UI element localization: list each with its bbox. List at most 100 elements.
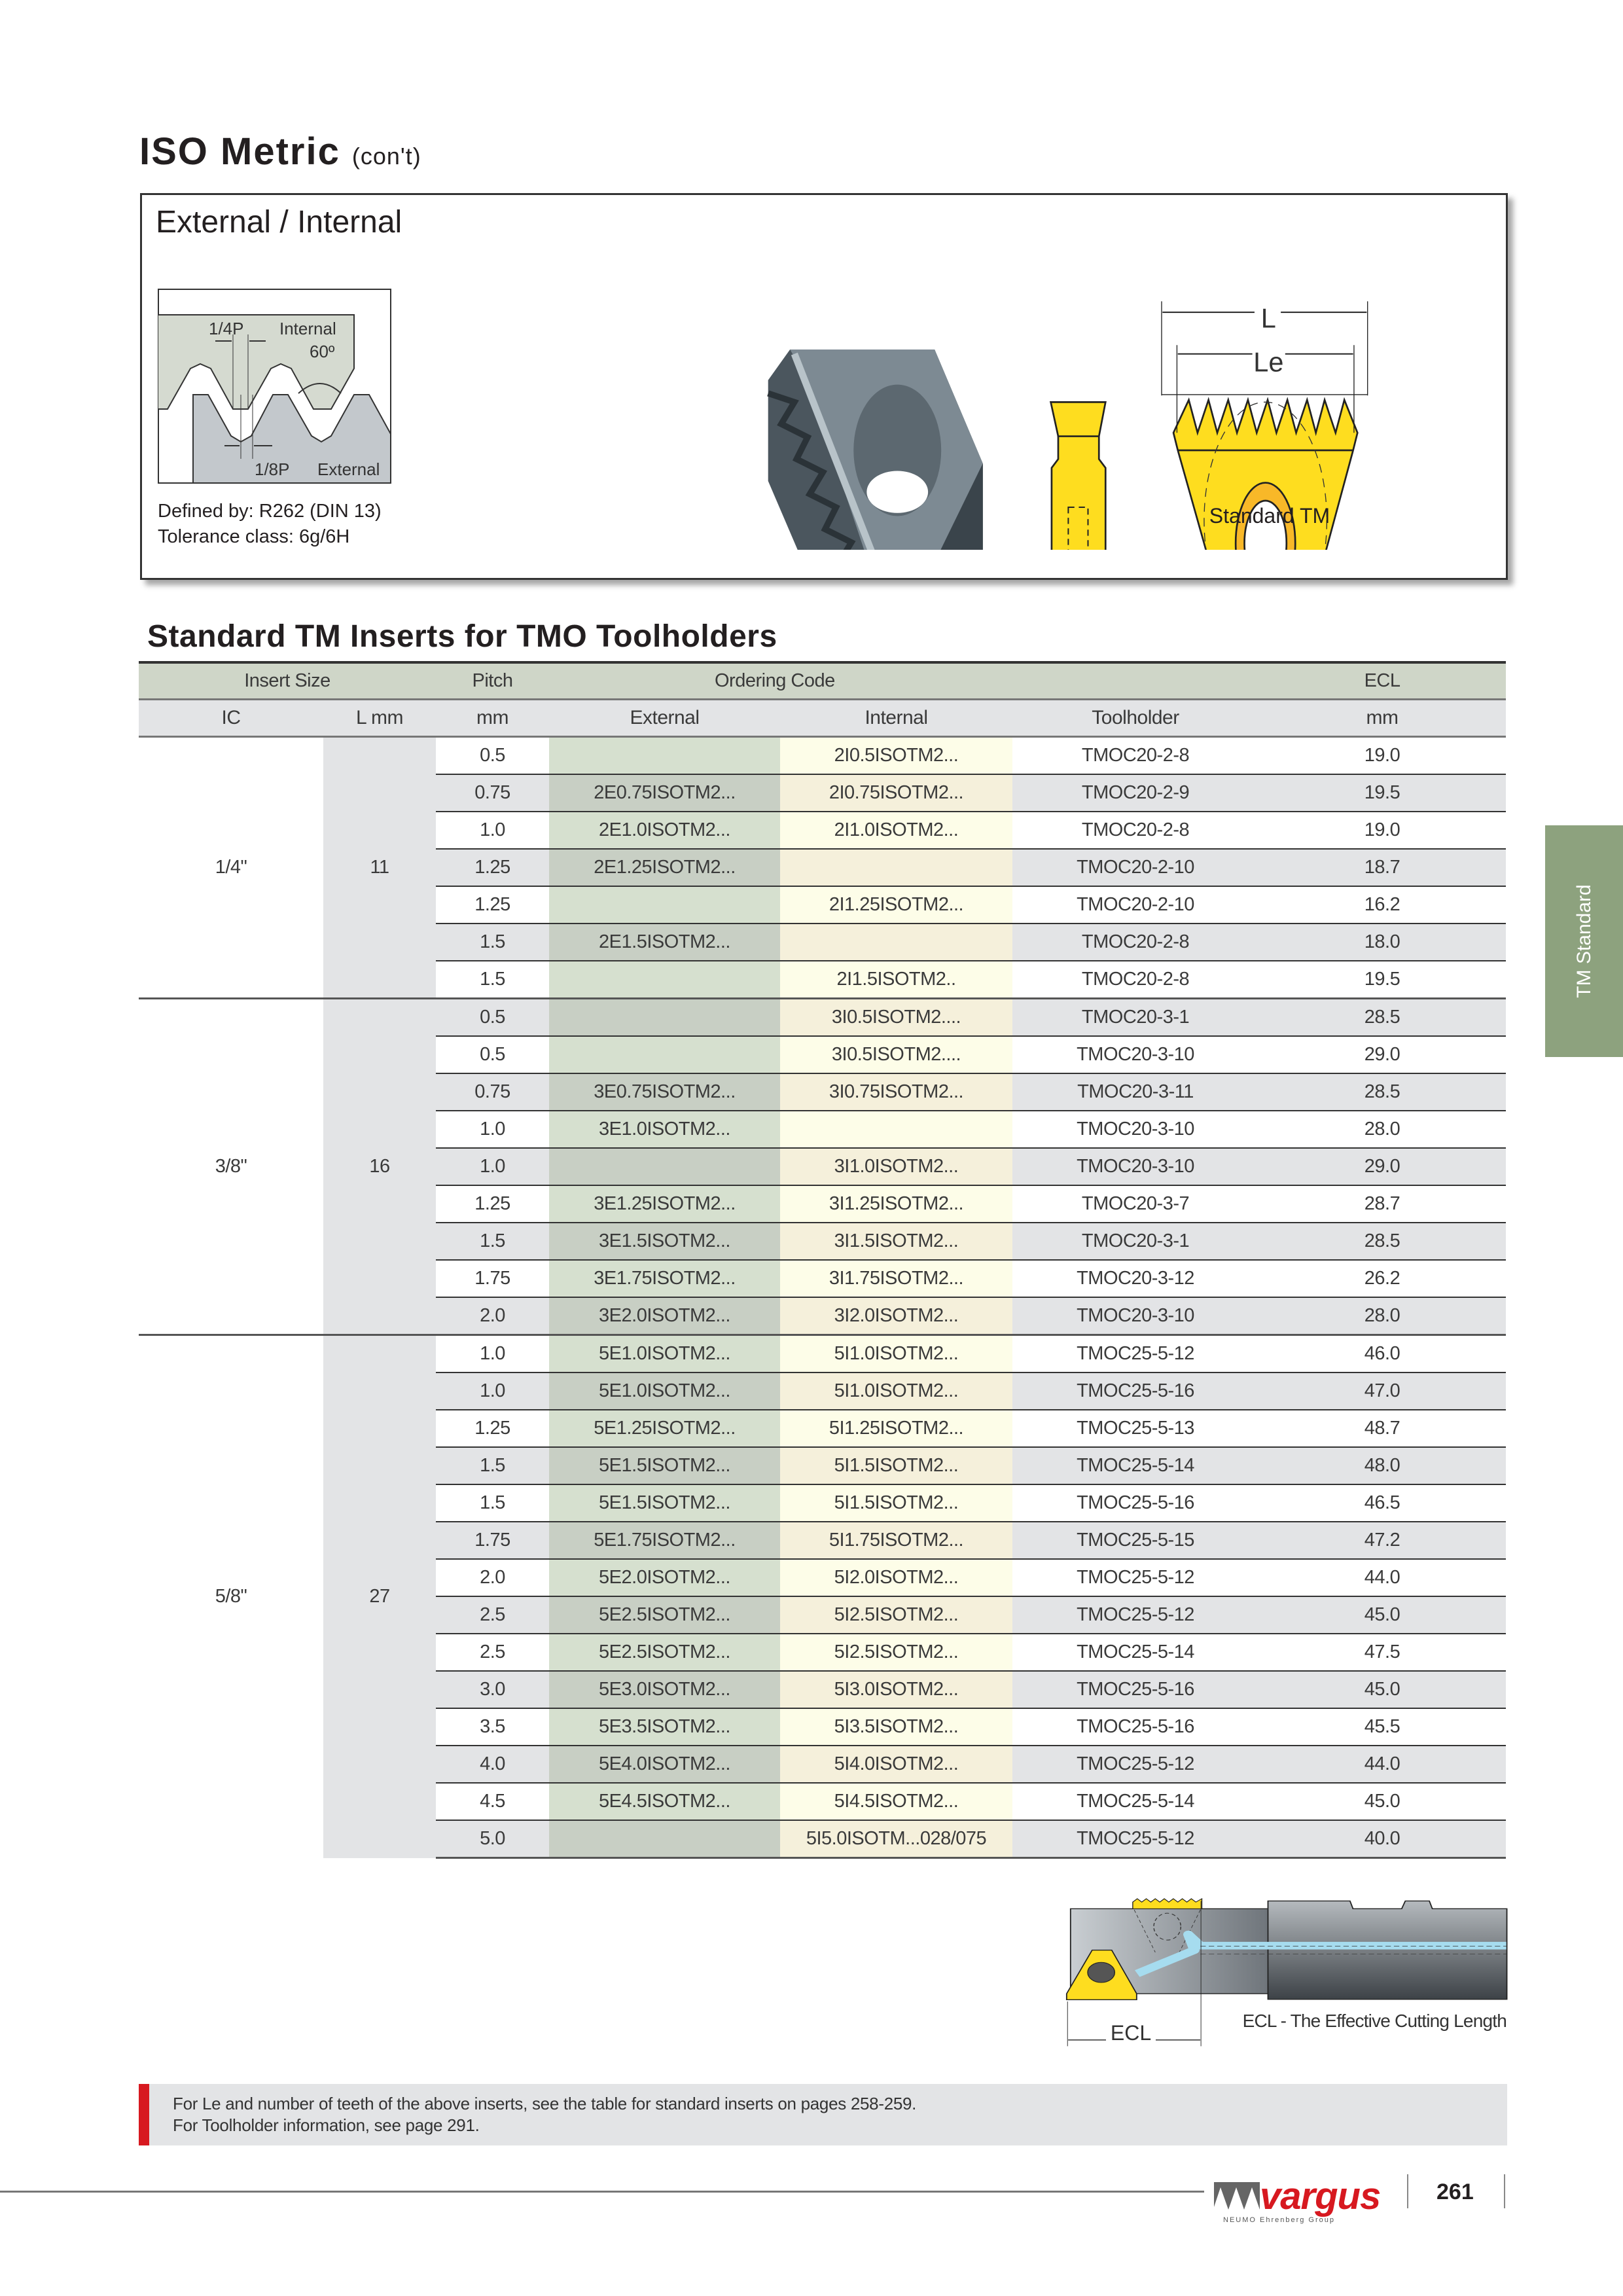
dim-le-label: Le	[1253, 346, 1283, 377]
cell-toolholder: TMOC20-2-8	[1012, 960, 1259, 999]
page-number: 261	[1436, 2179, 1474, 2204]
cell-toolholder: TMOC20-3-10	[1012, 1147, 1259, 1185]
title-text: ISO Metric	[139, 130, 340, 173]
cell-toolholder: TMOC25-5-14	[1012, 1446, 1259, 1484]
vargus-logo: vargus NEUMO Ehrenberg Group	[1214, 2174, 1381, 2224]
cell-ecl: 47.0	[1258, 1372, 1507, 1410]
col-internal: Internal	[780, 699, 1012, 738]
cell-ecl: 19.5	[1258, 774, 1507, 812]
cell-pitch: 2.5	[436, 1633, 549, 1671]
cell-external-code: 5E1.0ISOTM2...	[549, 1372, 780, 1410]
cell-pitch: 1.0	[436, 1334, 549, 1372]
cell-ecl: 45.0	[1258, 1596, 1507, 1634]
cell-internal-code: 5I1.75ISOTM2...	[780, 1521, 1012, 1559]
insert-type-label: Standard TM	[1209, 504, 1330, 528]
cell-ecl: 18.0	[1258, 923, 1507, 961]
cell-internal-code	[780, 923, 1012, 961]
cell-internal-code: 3I2.0ISOTM2...	[780, 1297, 1012, 1335]
cell-external-code: 2E1.0ISOTM2...	[549, 811, 780, 849]
cell-pitch: 1.5	[436, 1484, 549, 1522]
cell-ic: 5/8"	[139, 1334, 323, 1858]
cell-external-code: 5E4.5ISOTM2...	[549, 1782, 780, 1820]
table-row: 2.5 5E2.5ISOTM2... 5I2.5ISOTM2... TMOC25-5-…	[139, 1633, 1507, 1671]
label-external: External	[317, 459, 380, 479]
torx-screw-icon	[1087, 1962, 1116, 1983]
cell-external-code: 3E2.0ISOTM2...	[549, 1297, 780, 1335]
internal-thread-shape	[158, 314, 355, 410]
header-ecl: ECL	[1258, 661, 1507, 700]
cell-internal-code: 5I4.0ISOTM2...	[780, 1745, 1012, 1783]
label-quarter-p: 1/4P	[209, 319, 244, 338]
side-tab-tm-standard[interactable]: TM Standard	[1545, 825, 1623, 1057]
table-row: 1.0 3I1.0ISOTM2... TMOC20-3-10 29.0	[139, 1147, 1507, 1185]
insert-3d-image	[767, 350, 983, 550]
cell-pitch: 4.0	[436, 1745, 549, 1783]
cell-pitch: 0.5	[436, 1035, 549, 1073]
cell-ecl: 40.0	[1258, 1820, 1507, 1859]
cell-toolholder: TMOC25-5-14	[1012, 1782, 1259, 1820]
cell-toolholder: TMOC20-3-12	[1012, 1259, 1259, 1297]
cell-external-code: 5E1.5ISOTM2...	[549, 1446, 780, 1484]
table-row: 0.5 3I0.5ISOTM2.... TMOC20-3-10 29.0	[139, 1035, 1507, 1073]
cell-ecl: 46.0	[1258, 1334, 1507, 1372]
cell-external-code: 5E1.75ISOTM2...	[549, 1521, 780, 1559]
ecl-diagram	[1065, 1897, 1508, 2047]
cell-pitch: 4.5	[436, 1782, 549, 1820]
cell-internal-code: 5I3.0ISOTM2...	[780, 1670, 1012, 1708]
cell-external-code	[549, 736, 780, 774]
cell-toolholder: TMOC25-5-16	[1012, 1372, 1259, 1410]
cell-internal-code: 5I1.5ISOTM2...	[780, 1484, 1012, 1522]
cell-pitch: 0.75	[436, 1073, 549, 1111]
footnote-line-2: For Toolholder information, see page 291…	[173, 2115, 480, 2135]
standard-info: Defined by: R262 (DIN 13) Tolerance clas…	[158, 499, 382, 550]
cell-ecl: 28.5	[1258, 1073, 1507, 1111]
cell-ecl: 18.7	[1258, 848, 1507, 886]
cell-external-code: 5E2.5ISOTM2...	[549, 1596, 780, 1634]
cell-internal-code: 5I1.0ISOTM2...	[780, 1334, 1012, 1372]
logo-mark-icon	[1214, 2182, 1260, 2210]
cell-pitch: 1.75	[436, 1521, 549, 1559]
cell-internal-code: 5I2.5ISOTM2...	[780, 1596, 1012, 1634]
cell-internal-code	[780, 1110, 1012, 1148]
table-row: 1.5 2I1.5ISOTM2.. TMOC20-2-8 19.5	[139, 960, 1507, 999]
table-row: 3.0 5E3.0ISOTM2... 5I3.0ISOTM2... TMOC25-5-…	[139, 1670, 1507, 1708]
table-group-header-row: Insert Size Pitch Ordering Code ECL	[139, 661, 1507, 700]
cell-pitch: 1.75	[436, 1259, 549, 1297]
cell-ecl: 28.0	[1258, 1110, 1507, 1148]
header-ordering-code: Ordering Code	[549, 661, 1259, 700]
col-ecl: mm	[1258, 699, 1507, 738]
cell-pitch: 1.25	[436, 1185, 549, 1223]
header-insert-size: Insert Size	[139, 661, 436, 700]
footnote-line-1: For Le and number of teeth of the above …	[173, 2094, 917, 2113]
cell-ecl: 29.0	[1258, 1147, 1507, 1185]
table-row: 1.5 5E1.5ISOTM2... 5I1.5ISOTM2... TMOC25-5-…	[139, 1484, 1507, 1522]
cell-ecl: 29.0	[1258, 1035, 1507, 1073]
cell-ic: 3/8"	[139, 997, 323, 1335]
cell-ecl: 28.0	[1258, 1297, 1507, 1335]
cell-external-code: 5E1.25ISOTM2...	[549, 1409, 780, 1447]
cell-internal-code: 2I0.75ISOTM2...	[780, 774, 1012, 812]
cell-ecl: 47.2	[1258, 1521, 1507, 1559]
thread-profile-diagram: 1/4P Internal 60º 1/8P External	[158, 289, 391, 484]
cell-internal-code: 5I2.0ISOTM2...	[780, 1558, 1012, 1596]
cell-external-code: 5E1.0ISOTM2...	[549, 1334, 780, 1372]
cell-l-mm: 27	[323, 1334, 436, 1858]
cell-external-code: 3E1.25ISOTM2...	[549, 1185, 780, 1223]
section-title: Standard TM Inserts for TMO Toolholders	[147, 619, 777, 654]
table-row: 5.0 5I5.0ISOTM...028/075 TMOC25-5-12 40.0	[139, 1820, 1507, 1859]
header-pitch: Pitch	[436, 661, 549, 700]
cell-pitch: 3.5	[436, 1708, 549, 1746]
cell-internal-code: 5I5.0ISOTM...028/075	[780, 1820, 1012, 1859]
footer-divider	[0, 2191, 1204, 2193]
cell-l-mm: 16	[323, 997, 436, 1335]
cell-pitch: 0.5	[436, 736, 549, 774]
cell-ecl: 44.0	[1258, 1558, 1507, 1596]
external-thread-shape	[192, 394, 391, 484]
cell-toolholder: TMOC25-5-15	[1012, 1521, 1259, 1559]
cell-internal-code: 3I1.5ISOTM2...	[780, 1222, 1012, 1260]
cell-toolholder: TMOC20-2-10	[1012, 848, 1259, 886]
cell-internal-code: 5I2.5ISOTM2...	[780, 1633, 1012, 1671]
cell-internal-code: 5I1.25ISOTM2...	[780, 1409, 1012, 1447]
table-row: 1/4" 11 0.5 2I0.5ISOTM2... TMOC20-2-8 19.0	[139, 736, 1507, 999]
cell-ecl: 26.2	[1258, 1259, 1507, 1297]
